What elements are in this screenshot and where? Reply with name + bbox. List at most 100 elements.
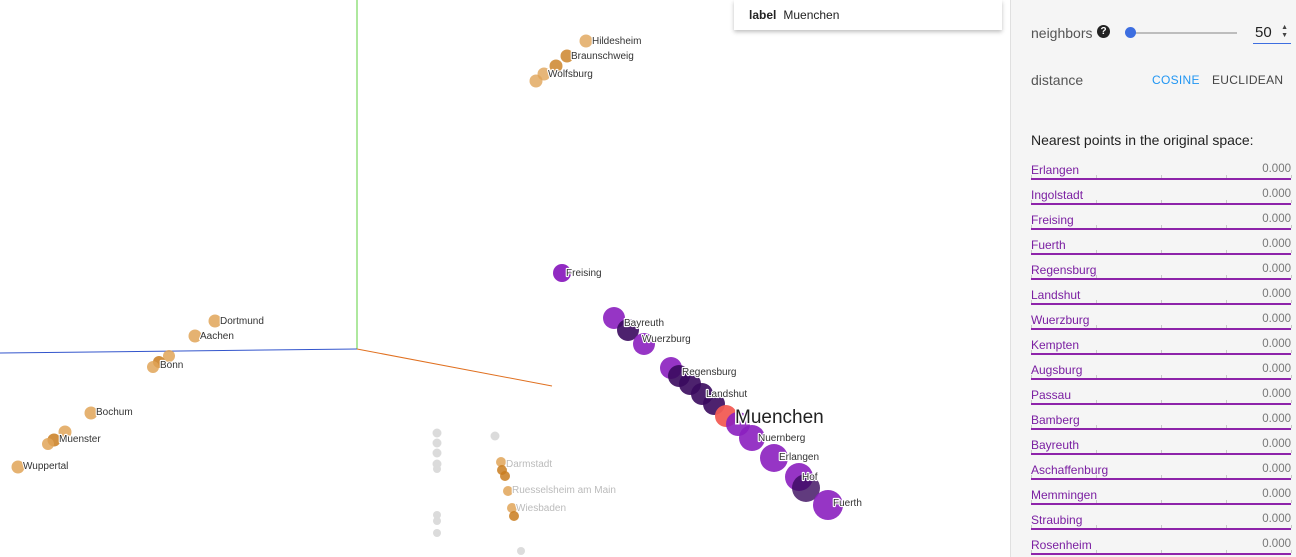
nearest-point-bar <box>1031 275 1292 280</box>
nearest-point-item[interactable]: Augsburg 0.000 <box>1031 360 1292 385</box>
nearest-point-bar <box>1031 200 1292 205</box>
nearest-point-item[interactable]: Aschaffenburg 0.000 <box>1031 460 1292 485</box>
nearest-point-distance: 0.000 <box>1262 488 1291 500</box>
nearest-points-title: Nearest points in the original space: <box>1031 132 1254 148</box>
neighbors-slider-track[interactable] <box>1131 32 1237 34</box>
nearest-point-distance: 0.000 <box>1262 163 1291 175</box>
nearest-point-item[interactable]: Fuerth 0.000 <box>1031 235 1292 260</box>
nearest-point-bar <box>1031 450 1292 455</box>
nearest-point-item[interactable]: Bamberg 0.000 <box>1031 410 1292 435</box>
nearest-point-name[interactable]: Kempten <box>1031 338 1080 352</box>
nearest-point-bar <box>1031 325 1292 330</box>
neighbors-row: neighbors ? 50 ▲ ▼ <box>1031 22 1296 44</box>
point-label-braunschweig: Braunschweig <box>571 51 634 62</box>
distance-option-euclidean[interactable]: EUCLIDEAN <box>1212 73 1284 87</box>
cluster-west <box>11 314 222 474</box>
projection-canvas[interactable]: Hildesheim Braunschweig Wolfsburg Dortmu… <box>0 0 1010 557</box>
nearest-point-item[interactable]: Straubing 0.000 <box>1031 510 1292 535</box>
label-key: label <box>749 8 777 22</box>
nearest-point-item[interactable]: Kempten 0.000 <box>1031 335 1292 360</box>
nearest-point-item[interactable]: Memmingen 0.000 <box>1031 485 1292 510</box>
point-label-aachen: Aachen <box>200 331 234 342</box>
neighbors-label: neighbors <box>1031 25 1093 41</box>
neighbors-input[interactable]: 50 ▲ ▼ <box>1253 22 1291 44</box>
nearest-point-distance: 0.000 <box>1262 188 1291 200</box>
point-label-ruesselsheim: Ruesselsheim am Main <box>512 485 616 496</box>
point-label-regensburg: Regensburg <box>682 367 736 378</box>
point-label-hildesheim: Hildesheim <box>592 36 641 47</box>
nearest-point-distance: 0.000 <box>1262 413 1291 425</box>
cluster-south <box>496 457 519 521</box>
point-label-muenster: Muenster <box>59 434 101 445</box>
nearest-point-distance: 0.000 <box>1262 288 1291 300</box>
nearest-point-item[interactable]: Passau 0.000 <box>1031 385 1292 410</box>
point-label-bochum: Bochum <box>96 407 133 418</box>
nearest-point-name[interactable]: Ingolstadt <box>1031 188 1084 202</box>
point-label-bayreuth: Bayreuth <box>624 318 664 329</box>
z-axis-line <box>356 348 553 387</box>
nearest-point-item[interactable]: Wuerzburg 0.000 <box>1031 310 1292 335</box>
point-label-dortmund: Dortmund <box>220 316 264 327</box>
nearest-point-distance: 0.000 <box>1262 238 1291 250</box>
nearest-point-item[interactable]: Landshut 0.000 <box>1031 285 1292 310</box>
projection-svg[interactable]: Hildesheim Braunschweig Wolfsburg Dortmu… <box>0 0 1010 557</box>
nearest-point-bar <box>1031 350 1292 355</box>
nearest-point-bar <box>1031 375 1292 380</box>
nearest-point-distance: 0.000 <box>1262 213 1291 225</box>
distance-option-cosine[interactable]: COSINE <box>1152 73 1200 87</box>
nearest-point-item[interactable]: Ingolstadt 0.000 <box>1031 185 1292 210</box>
nearest-point-name[interactable]: Aschaffenburg <box>1031 463 1109 477</box>
distance-label: distance <box>1031 72 1084 88</box>
nearest-point-name[interactable]: Straubing <box>1031 513 1083 527</box>
nearest-point-name[interactable]: Augsburg <box>1031 363 1083 377</box>
nearest-point-name[interactable]: Freising <box>1031 213 1074 227</box>
neighbors-slider-thumb[interactable] <box>1125 27 1136 38</box>
nearest-point-name[interactable]: Rosenheim <box>1031 538 1092 552</box>
nearest-point-bar <box>1031 550 1292 555</box>
nearest-point-name[interactable]: Bamberg <box>1031 413 1080 427</box>
faded-points <box>432 428 525 555</box>
nearest-point-distance: 0.000 <box>1262 338 1291 350</box>
nearest-point-bar <box>1031 400 1292 405</box>
nearest-point-distance: 0.000 <box>1262 438 1291 450</box>
neighbors-value: 50 <box>1255 24 1272 41</box>
nearest-points-list: Erlangen 0.000 Ingolstadt 0.000 Freising 0.00… <box>1031 160 1292 557</box>
nearest-point-bar <box>1031 250 1292 255</box>
distance-row: distance COSINE EUCLIDEAN <box>1031 70 1293 90</box>
nearest-point-item[interactable]: Regensburg 0.000 <box>1031 260 1292 285</box>
nearest-point-name[interactable]: Passau <box>1031 388 1072 402</box>
point-label-erlangen: Erlangen <box>779 452 819 463</box>
nearest-point-bar <box>1031 475 1292 480</box>
nearest-point-name[interactable]: Landshut <box>1031 288 1081 302</box>
x-axis-line <box>0 348 358 354</box>
nearest-point-item[interactable]: Freising 0.000 <box>1031 210 1292 235</box>
nearest-point-distance: 0.000 <box>1262 463 1291 475</box>
selected-point-label: Muenchen <box>735 407 824 428</box>
nearest-point-item[interactable]: Rosenheim 0.000 <box>1031 535 1292 557</box>
nearest-point-name[interactable]: Bayreuth <box>1031 438 1080 452</box>
nearest-point-distance: 0.000 <box>1262 513 1291 525</box>
spinner-arrows-icon[interactable]: ▲ ▼ <box>1281 24 1288 39</box>
point-label-nuernberg: Nuernberg <box>758 433 805 444</box>
nearest-point-bar <box>1031 525 1292 530</box>
point-label-freising: Freising <box>566 268 602 279</box>
nearest-point-distance: 0.000 <box>1262 388 1291 400</box>
point-label-landshut: Landshut <box>706 389 747 400</box>
help-circle-icon[interactable]: ? <box>1097 25 1110 38</box>
point-label-bonn: Bonn <box>160 360 183 371</box>
nearest-point-bar <box>1031 500 1292 505</box>
point-label-wuppertal: Wuppertal <box>23 461 68 472</box>
nearest-point-name[interactable]: Wuerzburg <box>1031 313 1090 327</box>
nearest-point-name[interactable]: Memmingen <box>1031 488 1098 502</box>
cluster-neighbors <box>553 264 843 520</box>
nearest-point-name[interactable]: Erlangen <box>1031 163 1080 177</box>
inspector-panel: neighbors ? 50 ▲ ▼ distance COSINE EUCLID… <box>1010 0 1296 557</box>
nearest-point-distance: 0.000 <box>1262 263 1291 275</box>
nearest-point-distance: 0.000 <box>1262 363 1291 375</box>
nearest-point-item[interactable]: Erlangen 0.000 <box>1031 160 1292 185</box>
nearest-point-name[interactable]: Fuerth <box>1031 238 1066 252</box>
nearest-point-name[interactable]: Regensburg <box>1031 263 1097 277</box>
point-label-wiesbaden: Wiesbaden <box>516 503 566 514</box>
nearest-point-item[interactable]: Bayreuth 0.000 <box>1031 435 1292 460</box>
nearest-point-bar <box>1031 225 1292 230</box>
